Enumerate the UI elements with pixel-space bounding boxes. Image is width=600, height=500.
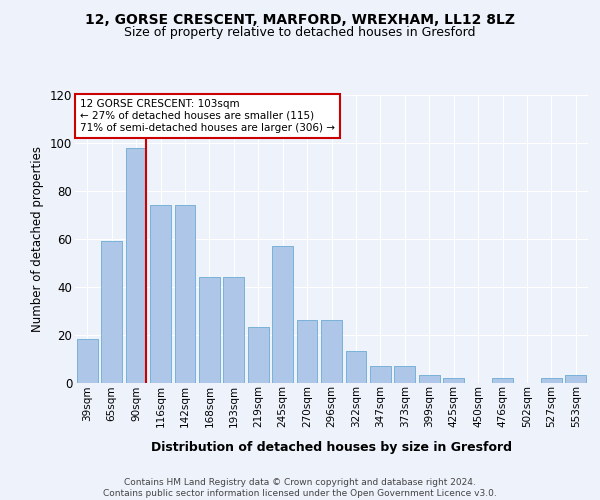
Bar — [272, 246, 293, 382]
Y-axis label: Number of detached properties: Number of detached properties — [31, 146, 44, 332]
Text: 12, GORSE CRESCENT, MARFORD, WREXHAM, LL12 8LZ: 12, GORSE CRESCENT, MARFORD, WREXHAM, LL… — [85, 12, 515, 26]
Text: Contains HM Land Registry data © Crown copyright and database right 2024.
Contai: Contains HM Land Registry data © Crown c… — [103, 478, 497, 498]
Bar — [296, 320, 317, 382]
Bar — [443, 378, 464, 382]
Bar — [321, 320, 342, 382]
Bar — [125, 148, 146, 382]
Bar — [175, 205, 196, 382]
Text: 12 GORSE CRESCENT: 103sqm
← 27% of detached houses are smaller (115)
71% of semi: 12 GORSE CRESCENT: 103sqm ← 27% of detac… — [80, 100, 335, 132]
Bar — [150, 205, 171, 382]
Bar — [248, 328, 269, 382]
Bar — [346, 352, 367, 382]
Bar — [223, 277, 244, 382]
Bar — [565, 376, 586, 382]
Bar — [541, 378, 562, 382]
Text: Size of property relative to detached houses in Gresford: Size of property relative to detached ho… — [124, 26, 476, 39]
Bar — [394, 366, 415, 382]
Bar — [492, 378, 513, 382]
Bar — [77, 340, 98, 382]
Bar — [419, 376, 440, 382]
Bar — [370, 366, 391, 382]
Bar — [101, 241, 122, 382]
Bar — [199, 277, 220, 382]
X-axis label: Distribution of detached houses by size in Gresford: Distribution of detached houses by size … — [151, 442, 512, 454]
